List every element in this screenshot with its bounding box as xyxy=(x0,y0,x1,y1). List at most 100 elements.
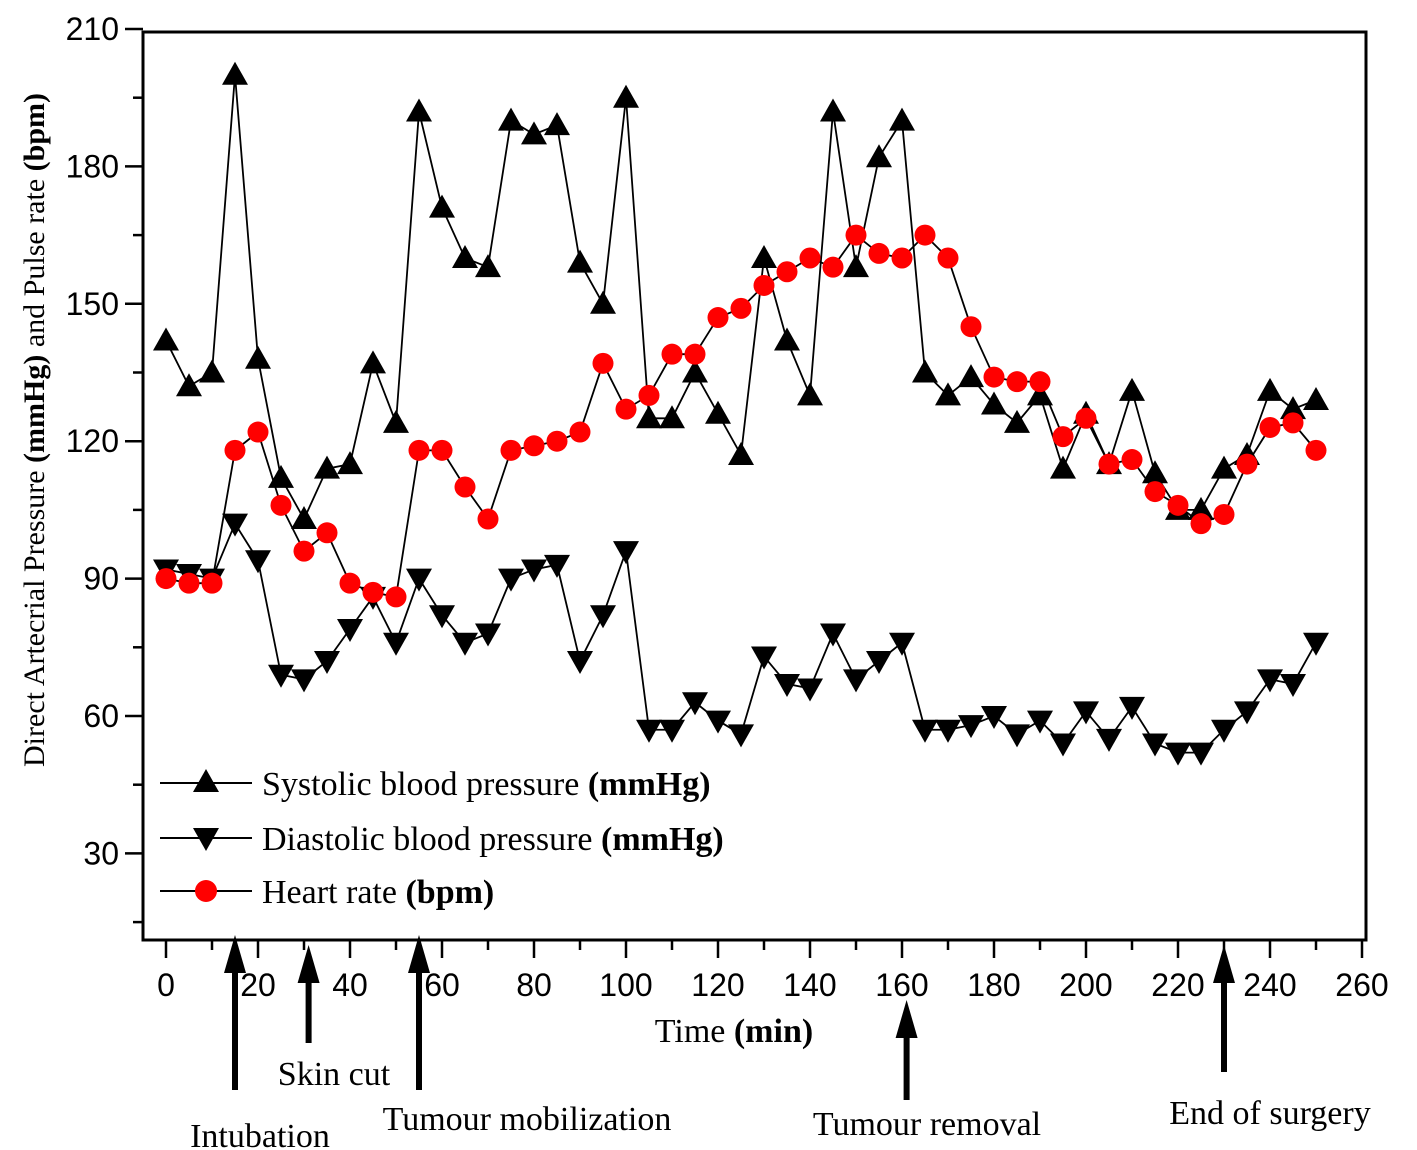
data-point-diastolic xyxy=(544,554,570,578)
y-axis-title: Direct Artecrial Pressure (mmHg) and Pul… xyxy=(18,93,51,767)
data-point-heart-rate xyxy=(178,572,200,594)
annotation-label: Intubation xyxy=(190,1118,330,1150)
series-line xyxy=(165,233,1317,598)
data-point-systolic xyxy=(590,290,616,314)
data-point-diastolic xyxy=(590,605,616,629)
data-point-systolic xyxy=(636,405,662,429)
data-point-diastolic xyxy=(498,568,524,592)
data-point-diastolic xyxy=(705,710,731,734)
data-point-systolic xyxy=(360,350,386,374)
x-axis-title: Time (min) xyxy=(655,1013,813,1050)
legend-unit-systolic: (mmHg) xyxy=(588,766,711,803)
data-point-systolic xyxy=(613,84,639,108)
data-point-systolic xyxy=(406,98,432,122)
y-axis-title-unit2: (bpm) xyxy=(18,93,51,171)
data-point-systolic xyxy=(153,327,179,351)
data-point-heart-rate xyxy=(1029,371,1051,393)
data-point-systolic xyxy=(866,144,892,168)
data-point-heart-rate xyxy=(776,261,798,283)
data-point-diastolic xyxy=(912,719,938,743)
data-point-systolic xyxy=(705,400,731,424)
x-tick-label: 200 xyxy=(1059,967,1112,1003)
data-point-heart-rate xyxy=(1190,513,1212,535)
y-tick-label: 150 xyxy=(66,286,119,322)
annotation-tumour-mobilization: Tumour mobilization xyxy=(383,935,672,1138)
data-point-diastolic xyxy=(1004,724,1030,748)
data-point-heart-rate xyxy=(454,476,476,498)
data-point-heart-rate xyxy=(1282,412,1304,434)
data-point-diastolic xyxy=(820,623,846,647)
annotation-label: Tumour mobilization xyxy=(383,1101,672,1138)
data-point-diastolic xyxy=(222,513,248,537)
x-tick-label: 140 xyxy=(783,967,836,1003)
plot-frame xyxy=(141,30,1368,942)
data-point-heart-rate xyxy=(201,572,223,594)
annotations: Intubation Skin cut Tumour mobilization Tum… xyxy=(190,935,1371,1150)
annotation-end-of-surgery: End of surgery xyxy=(1169,945,1371,1132)
data-point-diastolic xyxy=(268,664,294,688)
data-point-systolic xyxy=(383,409,409,433)
data-point-diastolic xyxy=(1142,733,1168,757)
x-tick-label: 180 xyxy=(967,967,1020,1003)
data-point-systolic xyxy=(935,382,961,406)
data-point-systolic xyxy=(245,345,271,369)
data-point-systolic xyxy=(659,405,685,429)
data-point-systolic xyxy=(981,391,1007,415)
data-point-heart-rate xyxy=(960,316,982,338)
data-point-heart-rate xyxy=(569,421,591,443)
data-point-heart-rate xyxy=(638,384,660,406)
data-point-heart-rate xyxy=(1052,426,1074,448)
arrow-up-icon xyxy=(224,935,246,973)
y-tick-label: 210 xyxy=(66,11,119,47)
data-point-systolic xyxy=(314,455,340,479)
data-point-heart-rate xyxy=(914,224,936,246)
x-tick-label: 220 xyxy=(1151,967,1204,1003)
data-point-systolic xyxy=(958,364,984,388)
data-point-diastolic xyxy=(1303,632,1329,656)
x-tick-label: 60 xyxy=(424,967,460,1003)
data-point-diastolic xyxy=(1234,701,1260,725)
legend-item-diastolic: Diastolic blood pressure (mmHg) xyxy=(160,821,724,858)
data-point-diastolic xyxy=(1211,719,1237,743)
data-point-heart-rate xyxy=(546,430,568,452)
legend-unit-heart-rate: (bpm) xyxy=(405,874,494,911)
data-point-systolic xyxy=(728,441,754,465)
data-point-systolic xyxy=(1280,396,1306,420)
data-point-heart-rate xyxy=(316,522,338,544)
arrow-up-icon xyxy=(895,1000,918,1038)
data-point-systolic xyxy=(291,506,317,530)
data-point-diastolic xyxy=(751,646,777,670)
annotation-skin-cut: Skin cut xyxy=(278,945,391,1093)
data-point-systolic xyxy=(1004,409,1030,433)
x-tick-label: 40 xyxy=(332,967,368,1003)
data-point-diastolic xyxy=(429,605,455,629)
data-point-diastolic xyxy=(1073,701,1099,725)
data-point-heart-rate xyxy=(891,247,913,269)
data-point-heart-rate xyxy=(431,439,453,461)
x-tick-label: 240 xyxy=(1243,967,1296,1003)
svg-text:Heart rate (bpm): Heart rate (bpm) xyxy=(262,874,494,911)
axes: 0 20 40 60 80 100 120 140 160 180 200 220 240 260 30 60… xyxy=(66,11,1389,1003)
data-point-systolic xyxy=(751,245,777,268)
y-axis-title-unit1: (mmHg) xyxy=(18,355,51,463)
data-point-diastolic xyxy=(245,550,271,574)
annotation-tumour-removal: Tumour removal xyxy=(813,1000,1041,1143)
x-axis-title-unit: (min) xyxy=(734,1013,813,1050)
arrow-up-icon xyxy=(408,935,430,973)
data-point-systolic xyxy=(912,359,938,383)
data-point-systolic xyxy=(475,254,501,278)
data-point-heart-rate xyxy=(362,581,384,603)
data-point-systolic xyxy=(774,327,800,351)
data-point-systolic xyxy=(1188,496,1214,520)
data-point-diastolic xyxy=(613,541,639,565)
data-point-systolic xyxy=(498,107,524,131)
annotation-label: End of surgery xyxy=(1169,1095,1370,1132)
data-point-systolic xyxy=(1257,377,1283,401)
data-point-heart-rate xyxy=(1144,481,1166,503)
legend-unit-diastolic: (mmHg) xyxy=(601,821,724,858)
data-point-diastolic xyxy=(1257,669,1283,693)
legend-marker-triangle-down xyxy=(193,828,219,851)
data-point-heart-rate xyxy=(592,352,614,374)
x-tick-label: 260 xyxy=(1335,967,1388,1003)
